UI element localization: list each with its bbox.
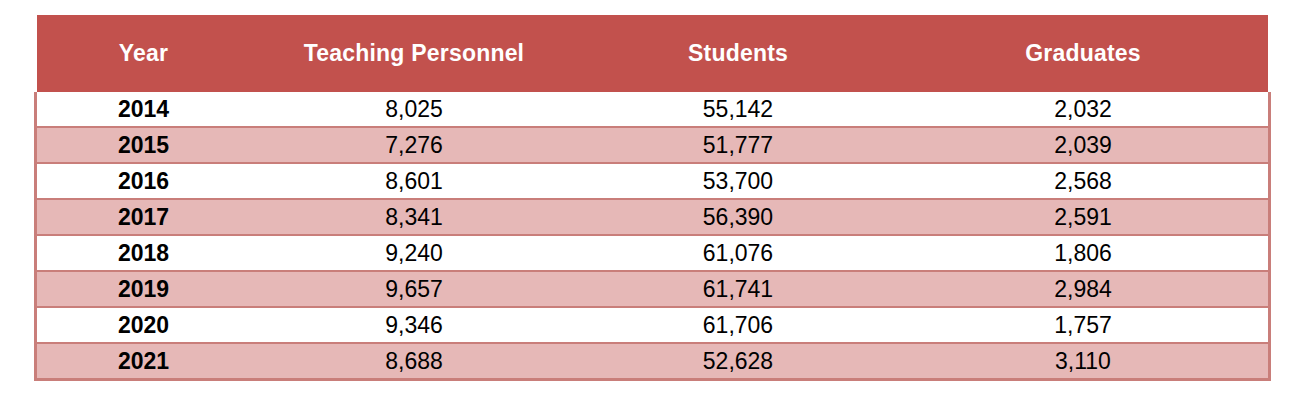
table-row-2018: 2018 9,240 61,076 1,806 bbox=[37, 234, 1268, 270]
document-page: Year Teaching Personnel Students Graduat… bbox=[0, 0, 1308, 412]
cell-teaching-personnel: 8,688 bbox=[250, 344, 578, 378]
cell-graduates: 1,806 bbox=[898, 236, 1268, 270]
cell-students: 52,628 bbox=[578, 344, 898, 378]
table-row-2016: 2016 8,601 53,700 2,568 bbox=[37, 162, 1268, 198]
cell-graduates: 2,039 bbox=[898, 128, 1268, 162]
cell-students: 53,700 bbox=[578, 164, 898, 198]
cell-students: 61,706 bbox=[578, 308, 898, 342]
table-row-2015: 2015 7,276 51,777 2,039 bbox=[37, 126, 1268, 162]
cell-year: 2019 bbox=[37, 272, 250, 306]
table-row-2017: 2017 8,341 56,390 2,591 bbox=[37, 198, 1268, 234]
cell-students: 61,076 bbox=[578, 236, 898, 270]
cell-teaching-personnel: 9,240 bbox=[250, 236, 578, 270]
cell-year: 2018 bbox=[37, 236, 250, 270]
cell-teaching-personnel: 8,025 bbox=[250, 92, 578, 126]
table-row-2021: 2021 8,688 52,628 3,110 bbox=[37, 342, 1268, 378]
table-row-2020: 2020 9,346 61,706 1,757 bbox=[37, 306, 1268, 342]
column-header-graduates: Graduates bbox=[898, 15, 1268, 92]
cell-graduates: 2,032 bbox=[898, 92, 1268, 126]
column-header-students: Students bbox=[578, 15, 898, 92]
cell-teaching-personnel: 8,341 bbox=[250, 200, 578, 234]
column-header-year: Year bbox=[37, 15, 250, 92]
column-header-teaching-personnel: Teaching Personnel bbox=[250, 15, 578, 92]
cell-teaching-personnel: 9,657 bbox=[250, 272, 578, 306]
cell-teaching-personnel: 8,601 bbox=[250, 164, 578, 198]
cell-year: 2021 bbox=[37, 344, 250, 378]
cell-year: 2015 bbox=[37, 128, 250, 162]
table-row-2014: 2014 8,025 55,142 2,032 bbox=[37, 92, 1268, 126]
cell-graduates: 3,110 bbox=[898, 344, 1268, 378]
cell-teaching-personnel: 9,346 bbox=[250, 308, 578, 342]
cell-year: 2016 bbox=[37, 164, 250, 198]
cell-graduates: 2,984 bbox=[898, 272, 1268, 306]
cell-year: 2014 bbox=[37, 92, 250, 126]
cell-students: 56,390 bbox=[578, 200, 898, 234]
cell-year: 2017 bbox=[37, 200, 250, 234]
table-header-row: Year Teaching Personnel Students Graduat… bbox=[37, 15, 1268, 92]
cell-graduates: 2,591 bbox=[898, 200, 1268, 234]
cell-graduates: 2,568 bbox=[898, 164, 1268, 198]
cell-students: 51,777 bbox=[578, 128, 898, 162]
cell-graduates: 1,757 bbox=[898, 308, 1268, 342]
cell-year: 2020 bbox=[37, 308, 250, 342]
cell-teaching-personnel: 7,276 bbox=[250, 128, 578, 162]
statistics-table: Year Teaching Personnel Students Graduat… bbox=[37, 15, 1268, 381]
table-body: 2014 8,025 55,142 2,032 2015 7,276 51,77… bbox=[34, 92, 1271, 381]
cell-students: 55,142 bbox=[578, 92, 898, 126]
cell-students: 61,741 bbox=[578, 272, 898, 306]
table-row-2019: 2019 9,657 61,741 2,984 bbox=[37, 270, 1268, 306]
